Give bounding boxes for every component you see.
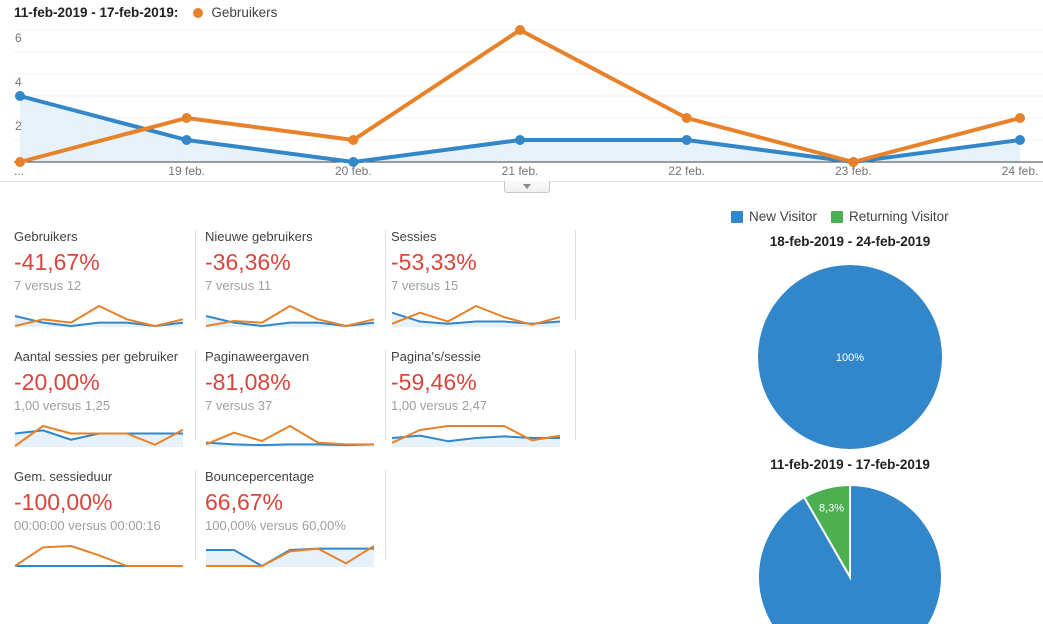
card-divider bbox=[195, 350, 196, 440]
x-axis-label: 20 feb. bbox=[334, 164, 372, 178]
metric-sparkline bbox=[206, 545, 375, 567]
metric-versus-values: 00:00:00 versus 00:00:16 bbox=[14, 518, 161, 533]
metric-change-percent: -20,00% bbox=[14, 369, 100, 395]
metric-sparkline bbox=[205, 305, 375, 327]
timeline-collapse-button[interactable] bbox=[504, 181, 550, 193]
card-divider bbox=[385, 470, 386, 560]
metric-change-percent: -36,36% bbox=[205, 249, 291, 275]
scorecard-sessies: Sessies -53,33% 7 versus 15 bbox=[391, 229, 567, 328]
card-divider bbox=[575, 350, 576, 440]
pie-title-current-period: 18-feb-2019 - 24-feb-2019 bbox=[769, 234, 931, 249]
new-visitor-swatch-icon bbox=[731, 210, 743, 223]
pie-title-previous-period: 11-feb-2019 - 17-feb-2019 bbox=[770, 457, 930, 472]
metric-versus-values: 7 versus 15 bbox=[391, 278, 459, 293]
metric-sparkline bbox=[205, 425, 375, 447]
returning-visitor-swatch-icon bbox=[831, 210, 844, 223]
metric-versus-values: 1,00 versus 2,47 bbox=[391, 398, 488, 413]
comparison-date-range: 11-feb-2019 - 17-feb-2019: bbox=[14, 5, 179, 20]
legend-label: New Visitor bbox=[749, 209, 818, 224]
x-axis-label: 24 feb. bbox=[1001, 164, 1039, 178]
metric-title: Bouncepercentage bbox=[205, 469, 315, 484]
metric-versus-values: 100,00% versus 60,00% bbox=[205, 518, 346, 533]
metric-title: Gem. sessieduur bbox=[14, 469, 113, 484]
svg-text:6: 6 bbox=[15, 31, 22, 45]
metric-change-percent: -41,67% bbox=[14, 249, 100, 275]
metric-change-percent: -100,00% bbox=[14, 489, 113, 515]
metric-title: Paginaweergaven bbox=[205, 349, 310, 364]
card-divider bbox=[195, 230, 196, 320]
timeline-x-axis: ... 19 feb. 20 feb. 21 feb. 22 feb. 23 feb. 24… bbox=[0, 164, 1043, 180]
scorecard-gem-sessieduur: Gem. sessieduur -100,00% 00:00:00 versus 0… bbox=[14, 469, 190, 568]
x-axis-label: 23 feb. bbox=[834, 164, 872, 178]
metric-sparkline bbox=[14, 305, 184, 327]
scorecard-bouncepercentage: Bouncepercentage 66,67% 100,00% versus 60,… bbox=[205, 469, 381, 568]
metric-versus-values: 7 versus 37 bbox=[205, 398, 273, 413]
metric-versus-values: 7 versus 11 bbox=[205, 278, 272, 293]
metric-sparkline bbox=[14, 545, 183, 567]
x-axis-label: 19 feb. bbox=[168, 164, 206, 178]
metric-title: Nieuwe gebruikers bbox=[205, 229, 313, 244]
metric-title: Aantal sessies per gebruiker bbox=[14, 349, 179, 364]
svg-text:8,3%: 8,3% bbox=[819, 503, 844, 515]
metric-title: Pagina's/sessie bbox=[391, 349, 481, 364]
card-divider bbox=[195, 470, 196, 560]
metric-sparkline bbox=[14, 425, 184, 447]
x-axis-label: ... bbox=[14, 164, 25, 178]
timeline-series-label: Gebruikers bbox=[211, 5, 278, 20]
chevron-down-icon bbox=[523, 184, 531, 189]
metric-change-percent: -81,08% bbox=[205, 369, 291, 395]
metric-versus-values: 1,00 versus 1,25 bbox=[14, 398, 111, 413]
metric-change-percent: -53,33% bbox=[391, 249, 477, 275]
metric-sparkline bbox=[391, 425, 561, 447]
legend-item-new-visitor: New Visitor bbox=[731, 209, 817, 224]
user-trend-chart[interactable]: 2 4 6 bbox=[0, 22, 1043, 182]
metric-title: Sessies bbox=[391, 229, 437, 244]
scorecard-gebruikers: Gebruikers -41,67% 7 versus 12 bbox=[14, 229, 190, 328]
metric-change-percent: 66,67% bbox=[205, 489, 284, 515]
x-axis-label: 22 feb. bbox=[668, 164, 706, 178]
legend-label: Returning Visitor bbox=[849, 209, 949, 224]
metric-sparkline bbox=[391, 305, 561, 327]
visitor-pie-current: 100% bbox=[758, 265, 942, 449]
metric-change-percent: -59,46% bbox=[391, 369, 477, 395]
metric-versus-values: 7 versus 12 bbox=[14, 278, 82, 293]
scorecard-paginaweergaven: Paginaweergaven -81,08% 7 versus 37 bbox=[205, 349, 381, 448]
svg-text:2: 2 bbox=[15, 119, 22, 133]
card-divider bbox=[385, 350, 386, 440]
svg-text:100%: 100% bbox=[836, 352, 864, 364]
card-divider bbox=[385, 230, 386, 320]
scorecard-aantal-sessies-per-gebruiker: Aantal sessies per gebruiker -20,00% 1,00 … bbox=[14, 349, 190, 448]
scorecard-pagina-s-sessie: Pagina's/sessie -59,46% 1,00 versus 2,47 bbox=[391, 349, 567, 448]
timeline-legend: 11-feb-2019 - 17-feb-2019: Gebruikers bbox=[14, 5, 277, 20]
metric-title: Gebruikers bbox=[14, 229, 78, 244]
legend-item-returning-visitor: Returning Visitor bbox=[831, 209, 949, 224]
visitor-type-legend: New Visitor Returning Visitor bbox=[731, 209, 963, 224]
orange-series-dot-icon bbox=[193, 7, 204, 18]
card-divider bbox=[575, 230, 576, 320]
svg-text:4: 4 bbox=[15, 75, 22, 89]
scorecard-nieuwe-gebruikers: Nieuwe gebruikers -36,36% 7 versus 11 bbox=[205, 229, 381, 328]
visitor-pie-previous: 8,3% bbox=[757, 483, 943, 624]
x-axis-label: 21 feb. bbox=[501, 164, 539, 178]
